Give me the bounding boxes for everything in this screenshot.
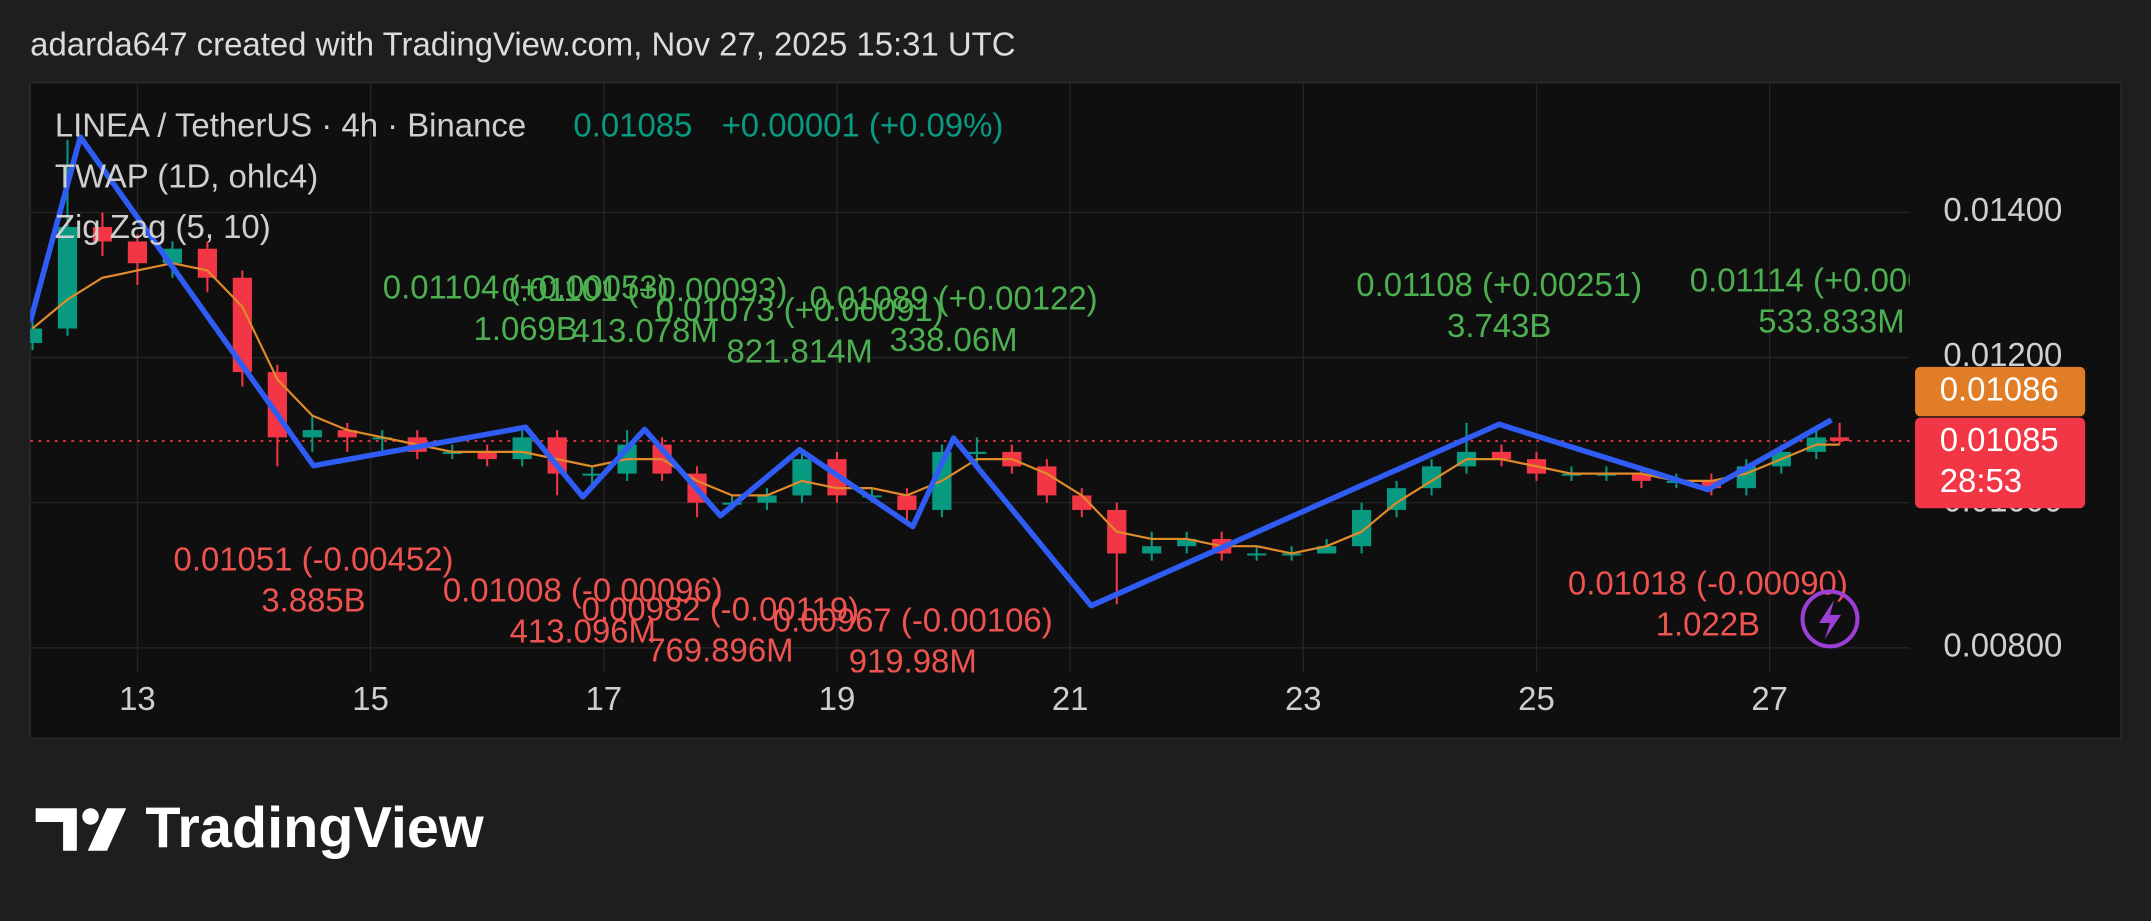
- candle-body: [1631, 473, 1652, 481]
- candle-body: [897, 495, 917, 510]
- pivot-label: 0.01008 (-0.00096): [443, 572, 723, 609]
- x-tick-label: 15: [352, 680, 389, 717]
- x-tick-label: 27: [1751, 680, 1788, 717]
- pivot-label: 0.01108 (+0.00251): [1356, 266, 1642, 303]
- grid: [30, 82, 1910, 673]
- candle-body: [757, 495, 777, 503]
- candle-body: [1491, 451, 1512, 460]
- pivot-volume: 338.06M: [890, 321, 1018, 358]
- pivot-volume: 821.814M: [726, 332, 872, 369]
- indicator-label: TWAP (1D, ohlc4): [55, 157, 318, 194]
- pivot-label: 0.01101 (+0.00093): [502, 271, 788, 308]
- pivot-volume: 919.98M: [849, 642, 977, 679]
- pivot-label: 0.01104 (+0.00053): [383, 269, 669, 306]
- pivot-volume: 533.833M: [1758, 303, 1904, 340]
- chart-panel: [29, 81, 2122, 739]
- candle-body: [1351, 509, 1372, 547]
- pivot-label: 0.01051 (-0.00452): [174, 540, 454, 577]
- candle-body: [1177, 538, 1197, 547]
- pivot-label: 0.01089 (+0.00122): [809, 280, 1097, 317]
- plot-area: 0.01051 (-0.00452) 3.885B 0.01104 (+0.0005…: [30, 134, 1973, 679]
- candle-body: [30, 328, 43, 344]
- pivot-label: 0.00967 (-0.00106): [773, 601, 1053, 638]
- price-tag: [1915, 366, 2086, 417]
- last-price: 0.01085: [573, 107, 692, 144]
- pivot-volume: 413.096M: [510, 613, 656, 650]
- candle-body: [1830, 437, 1850, 441]
- pivot-volume: 1.069B: [474, 310, 578, 347]
- candle-body: [512, 437, 532, 460]
- overlay: 13151719212325270.008000.010000.012000.0…: [119, 191, 2086, 717]
- alert-icon: [1800, 589, 1860, 649]
- candle-body: [1317, 546, 1337, 554]
- candle-body: [127, 241, 148, 264]
- candle-body: [1386, 488, 1407, 510]
- x-tick-label: 17: [585, 680, 622, 717]
- chart-title: LINEA / TetherUS · 4h · Binance: [55, 107, 526, 144]
- pivot-volume: 3.885B: [261, 582, 365, 619]
- price-tag-label: 0.01086: [1940, 370, 2059, 407]
- y-tick-label: 0.01400: [1943, 191, 2062, 228]
- candle-body: [1037, 466, 1057, 496]
- indicator-label: Zig Zag (5, 10): [55, 208, 271, 245]
- price-change: +0.00001 (+0.09%): [722, 107, 1004, 144]
- candle-body: [337, 430, 357, 438]
- candle-body: [92, 226, 113, 242]
- pivot-label: 0.00982 (-0.00119): [582, 590, 859, 627]
- pivot-volume: 3.743B: [1447, 307, 1551, 344]
- pivot-volume: 413.078M: [571, 312, 717, 349]
- last-price-tag: [1915, 417, 2086, 509]
- pivot-label: 0.01114 (+0.00096): [1690, 261, 1973, 298]
- pivot-volume: 1.022B: [1656, 605, 1760, 642]
- x-tick-label: 25: [1518, 680, 1555, 717]
- zigzag-line: [30, 134, 1833, 609]
- candle-body: [547, 437, 567, 474]
- x-tick-label: 23: [1285, 680, 1322, 717]
- pivot-label: 0.01018 (-0.00090): [1568, 564, 1848, 601]
- x-tick-label: 13: [119, 680, 156, 717]
- candle-body: [477, 451, 497, 460]
- candle-body: [1247, 553, 1267, 556]
- logo: TradingView: [35, 796, 484, 860]
- pivot-label: 0.01073 (+0.00091): [656, 291, 944, 328]
- twap-line: [31, 262, 1840, 555]
- x-tick-label: 19: [819, 680, 856, 717]
- y-tick-label: 0.00800: [1943, 626, 2062, 663]
- candle-body: [197, 248, 217, 278]
- countdown-label: 28:53: [1940, 462, 2022, 499]
- pivot-volume: 769.896M: [647, 632, 793, 669]
- candle-body: [1142, 546, 1162, 554]
- candle-body: [302, 430, 322, 438]
- header-text: adarda647 created with TradingView.com, …: [30, 26, 1015, 63]
- logo-text: TradingView: [145, 796, 483, 860]
- x-tick-label: 21: [1052, 680, 1089, 717]
- candle-body: [792, 459, 812, 496]
- last-price-tag-label: 0.01085: [1940, 421, 2059, 458]
- candle-body: [967, 451, 987, 454]
- candle-body: [582, 473, 602, 476]
